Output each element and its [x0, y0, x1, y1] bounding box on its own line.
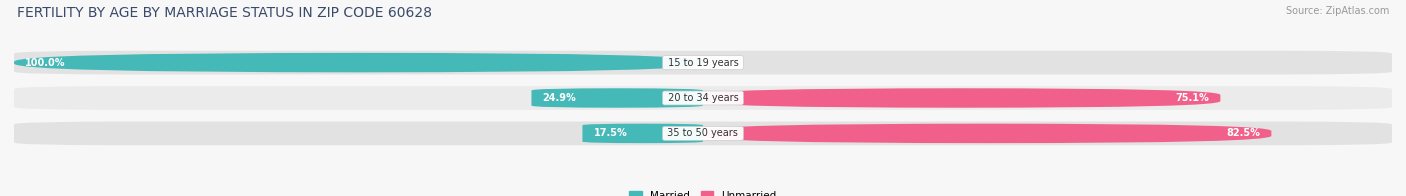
Text: 75.1%: 75.1% — [1175, 93, 1209, 103]
FancyBboxPatch shape — [703, 88, 1220, 108]
FancyBboxPatch shape — [531, 88, 703, 108]
FancyBboxPatch shape — [703, 124, 1271, 143]
Text: 20 to 34 years: 20 to 34 years — [665, 93, 741, 103]
Text: 82.5%: 82.5% — [1226, 128, 1260, 138]
FancyBboxPatch shape — [14, 122, 1392, 145]
FancyBboxPatch shape — [14, 53, 703, 72]
Text: 17.5%: 17.5% — [593, 128, 627, 138]
Text: FERTILITY BY AGE BY MARRIAGE STATUS IN ZIP CODE 60628: FERTILITY BY AGE BY MARRIAGE STATUS IN Z… — [17, 6, 432, 20]
FancyBboxPatch shape — [14, 51, 1392, 74]
FancyBboxPatch shape — [582, 124, 703, 143]
FancyBboxPatch shape — [14, 86, 1392, 110]
Legend: Married, Unmarried: Married, Unmarried — [626, 186, 780, 196]
Text: 35 to 50 years: 35 to 50 years — [665, 128, 741, 138]
Text: 24.9%: 24.9% — [543, 93, 576, 103]
Text: 15 to 19 years: 15 to 19 years — [665, 58, 741, 68]
Text: 100.0%: 100.0% — [25, 58, 66, 68]
Text: Source: ZipAtlas.com: Source: ZipAtlas.com — [1285, 6, 1389, 16]
